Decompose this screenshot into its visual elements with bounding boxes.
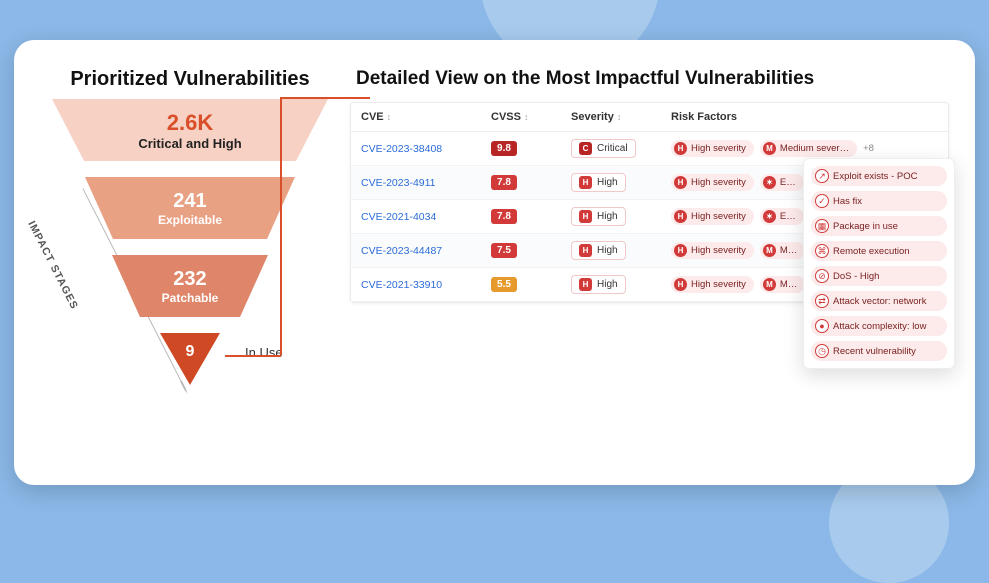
stage-label-in-use: In Use [245, 345, 283, 360]
risk-factor-pill[interactable]: ✓Has fix [811, 191, 947, 211]
risk-code-icon: H [674, 210, 687, 223]
connector-line [225, 355, 281, 357]
cve-link[interactable]: CVE-2021-33910 [361, 279, 442, 291]
stage-label: Patchable [162, 291, 219, 305]
risk-factor-icon: ▦ [815, 219, 829, 233]
funnel: IMPACT STAGES 2.6K Critical and High 241… [40, 99, 340, 439]
risk-code-icon: M [763, 244, 776, 257]
severity-badge: HHigh [571, 241, 626, 260]
connector-line [280, 97, 282, 355]
cvss-badge: 7.8 [491, 209, 517, 224]
cve-link[interactable]: CVE-2023-44487 [361, 245, 442, 257]
cve-link[interactable]: CVE-2021-4034 [361, 211, 436, 223]
impact-stages-label: IMPACT STAGES [25, 219, 80, 312]
sort-icon: ↕ [524, 112, 529, 122]
risk-factor-pill[interactable]: MM… [760, 276, 805, 293]
col-risk-factors: Risk Factors [671, 111, 938, 123]
cve-link[interactable]: CVE-2023-4911 [361, 177, 436, 189]
risk-code-icon: M [763, 142, 776, 155]
risk-factor-icon: ● [815, 319, 829, 333]
risk-factor-pill[interactable]: ✶E… [760, 208, 804, 225]
stage-label: Critical and High [138, 136, 241, 151]
funnel-stage-critical-high: 2.6K Critical and High [52, 99, 328, 161]
risk-factor-pill[interactable]: ⇄Attack vector: network [811, 291, 947, 311]
severity-code-icon: H [579, 278, 592, 291]
sort-icon: ↕ [387, 112, 392, 122]
funnel-title: Prioritized Vulnerabilities [40, 68, 340, 91]
risk-code-icon: H [674, 244, 687, 257]
severity-badge: HHigh [571, 173, 626, 192]
stage-value: 232 [162, 268, 219, 291]
more-count[interactable]: +8 [863, 143, 874, 154]
stage-value: 2.6K [138, 110, 241, 136]
cvss-badge: 7.5 [491, 243, 517, 258]
stage-value: 9 [186, 343, 195, 361]
bug-icon: ✶ [763, 176, 776, 189]
severity-badge: HHigh [571, 275, 626, 294]
cvss-badge: 5.5 [491, 277, 517, 292]
funnel-stage-patchable: 232 Patchable [112, 255, 268, 317]
severity-badge: HHigh [571, 207, 626, 226]
risk-factor-icon: ⇄ [815, 294, 829, 308]
risk-factor-icon: ✓ [815, 194, 829, 208]
cvss-badge: 7.8 [491, 175, 517, 190]
bug-icon: ✶ [763, 210, 776, 223]
funnel-stage-in-use: 9 [160, 333, 220, 385]
risk-factor-icon: ⊘ [815, 269, 829, 283]
cve-link[interactable]: CVE-2023-38408 [361, 143, 442, 155]
col-cve[interactable]: CVE↕ [361, 111, 491, 123]
stage-value: 241 [158, 190, 222, 213]
detail-panel: Detailed View on the Most Impactful Vuln… [350, 68, 949, 465]
risk-factor-pill[interactable]: HHigh severity [671, 140, 754, 157]
cvss-badge: 9.8 [491, 141, 517, 156]
risk-code-icon: H [674, 278, 687, 291]
risk-factor-icon: ⌘ [815, 244, 829, 258]
risk-factor-pill[interactable]: ↗Exploit exists - POC [811, 166, 947, 186]
dashboard-card: Prioritized Vulnerabilities IMPACT STAGE… [14, 40, 975, 485]
col-cvss[interactable]: CVSS↕ [491, 111, 571, 123]
risk-factor-pill[interactable]: MM… [760, 242, 805, 259]
funnel-panel: Prioritized Vulnerabilities IMPACT STAGE… [40, 68, 340, 465]
risk-factor-pill[interactable]: ✶E… [760, 174, 804, 191]
risk-factor-pill[interactable]: ▦Package in use [811, 216, 947, 236]
risk-code-icon: M [763, 278, 776, 291]
risk-code-icon: H [674, 142, 687, 155]
severity-code-icon: H [579, 244, 592, 257]
risk-factor-pill[interactable]: ●Attack complexity: low [811, 316, 947, 336]
risk-code-icon: H [674, 176, 687, 189]
risk-factor-pill[interactable]: ⊘DoS - High [811, 266, 947, 286]
risk-factor-pill[interactable]: ◷Recent vulnerability [811, 341, 947, 361]
stage-label: Exploitable [158, 213, 222, 227]
severity-code-icon: C [579, 142, 592, 155]
risk-factor-icon: ◷ [815, 344, 829, 358]
risk-factor-icon: ↗ [815, 169, 829, 183]
severity-code-icon: H [579, 210, 592, 223]
risk-factor-pill[interactable]: MMedium sever… [760, 140, 857, 157]
risk-factor-pill[interactable]: HHigh severity [671, 276, 754, 293]
risk-factor-pill[interactable]: ⌘Remote execution [811, 241, 947, 261]
risk-factor-pill[interactable]: HHigh severity [671, 242, 754, 259]
severity-badge: CCritical [571, 139, 636, 158]
col-severity[interactable]: Severity↕ [571, 111, 671, 123]
risk-factor-pill[interactable]: HHigh severity [671, 208, 754, 225]
risk-factor-pill[interactable]: HHigh severity [671, 174, 754, 191]
sort-icon: ↕ [617, 112, 622, 122]
risk-factors-popover: ↗Exploit exists - POC ✓Has fix ▦Package in… [803, 158, 955, 369]
detail-title: Detailed View on the Most Impactful Vuln… [356, 68, 949, 90]
table-header: CVE↕ CVSS↕ Severity↕ Risk Factors [351, 103, 948, 132]
funnel-stage-exploitable: 241 Exploitable [85, 177, 295, 239]
severity-code-icon: H [579, 176, 592, 189]
